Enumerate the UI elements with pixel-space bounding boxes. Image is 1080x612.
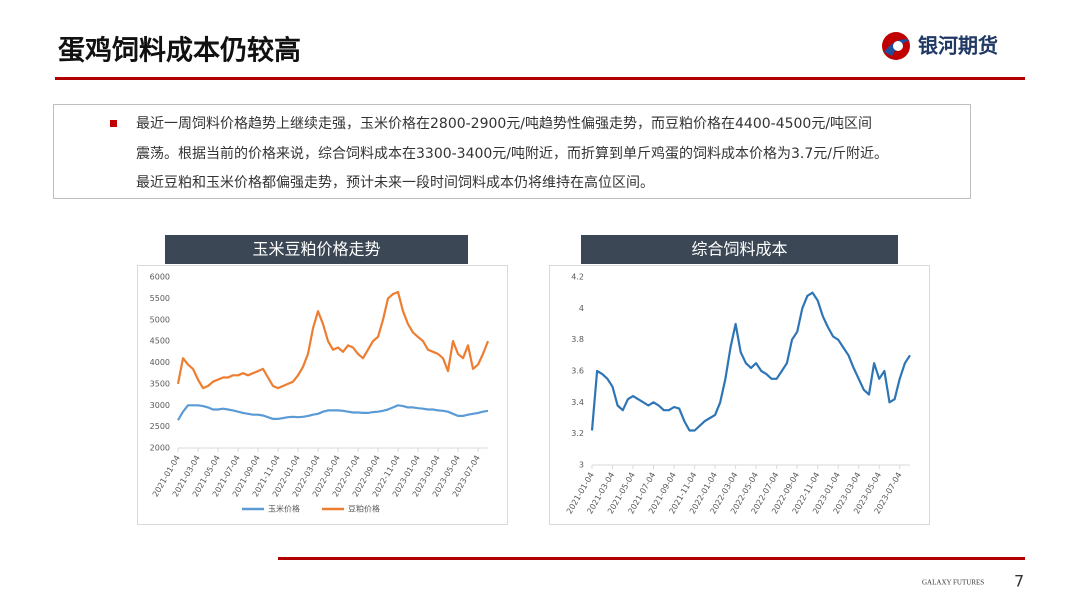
y-tick-label: 4500 (150, 337, 170, 346)
series-line (177, 404, 489, 421)
y-tick-label: 5000 (150, 315, 170, 324)
y-tick-label: 3.8 (571, 335, 584, 344)
y-tick-label: 5500 (150, 294, 170, 303)
y-tick-label: 3.2 (571, 429, 584, 438)
chart-title-box (165, 235, 468, 264)
y-tick-label: 4 (579, 304, 584, 313)
logo-text: 银河期货 (918, 34, 998, 58)
page-number: 7 (1014, 572, 1024, 591)
y-tick-label: 2000 (150, 444, 170, 453)
bullet-line: 最近豆粕和玉米价格都偏强走势，预计未来一段时间饲料成本仍将维持在高位区间。 (136, 174, 654, 191)
y-tick-label: 6000 (150, 273, 170, 282)
bullet-line: 最近一周饲料价格趋势上继续走强，玉米价格在2800-2900元/吨趋势性偏强走势… (136, 115, 872, 132)
header-rule (55, 77, 1025, 80)
chart-title: 综合饲料成本 (691, 240, 787, 259)
logo-icon (882, 32, 910, 60)
y-tick-label: 3 (579, 461, 584, 470)
y-tick-label: 2500 (150, 422, 170, 431)
chart-frame (137, 265, 508, 525)
bullet-marker (110, 120, 117, 127)
y-tick-label: 3.6 (571, 367, 584, 376)
y-tick-label: 4.2 (571, 273, 584, 282)
series-line (176, 290, 490, 390)
legend-label: 玉米价格 (268, 504, 300, 514)
y-tick-label: 3000 (150, 401, 170, 410)
y-tick-label: 4000 (150, 358, 170, 367)
footer-rule (278, 557, 1025, 560)
chart-frame (549, 265, 930, 525)
footer-brand: GALAXY FUTURES (922, 579, 984, 587)
bullet-line: 震荡。根据当前的价格来说，综合饲料成本在3300-3400元/吨附近，而折算到单… (136, 145, 888, 162)
series-line (590, 291, 911, 432)
chart-title: 玉米豆粕价格走势 (252, 240, 380, 259)
slide-title: 蛋鸡饲料成本仍较高 (58, 35, 301, 67)
chart-title-box (581, 235, 898, 264)
legend-label: 豆粕价格 (348, 504, 380, 514)
y-tick-label: 3500 (150, 379, 170, 388)
y-tick-label: 3.4 (571, 398, 584, 407)
text-box (53, 104, 971, 199)
